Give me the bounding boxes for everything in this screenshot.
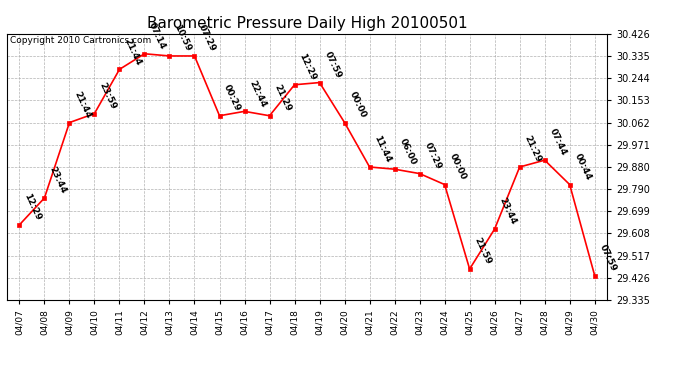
Text: 06:00: 06:00 — [397, 137, 417, 166]
Text: 07:59: 07:59 — [322, 50, 343, 80]
Text: 23:44: 23:44 — [47, 165, 68, 195]
Text: 21:29: 21:29 — [522, 134, 543, 164]
Text: 00:00: 00:00 — [447, 153, 467, 182]
Text: 21:59: 21:59 — [473, 236, 493, 266]
Text: 07:29: 07:29 — [422, 141, 443, 171]
Text: 21:29: 21:29 — [273, 83, 293, 113]
Text: 21:44: 21:44 — [72, 90, 92, 120]
Text: 00:29: 00:29 — [222, 83, 242, 113]
Text: 00:44: 00:44 — [573, 152, 593, 182]
Text: 22:44: 22:44 — [247, 79, 268, 109]
Text: 10:59: 10:59 — [172, 23, 193, 53]
Text: 23:44: 23:44 — [497, 196, 518, 226]
Text: 11:44: 11:44 — [373, 134, 393, 164]
Text: 07:59: 07:59 — [598, 243, 618, 273]
Text: 12:29: 12:29 — [297, 52, 317, 82]
Text: 07:44: 07:44 — [547, 128, 568, 158]
Text: 21:44: 21:44 — [122, 37, 143, 67]
Title: Barometric Pressure Daily High 20100501: Barometric Pressure Daily High 20100501 — [147, 16, 467, 31]
Text: 07:29: 07:29 — [197, 23, 217, 53]
Text: Copyright 2010 Cartronics.com: Copyright 2010 Cartronics.com — [10, 36, 151, 45]
Text: 12:29: 12:29 — [22, 192, 43, 222]
Text: 00:00: 00:00 — [347, 90, 367, 120]
Text: 23:59: 23:59 — [97, 81, 117, 111]
Text: 07:14: 07:14 — [147, 21, 168, 51]
